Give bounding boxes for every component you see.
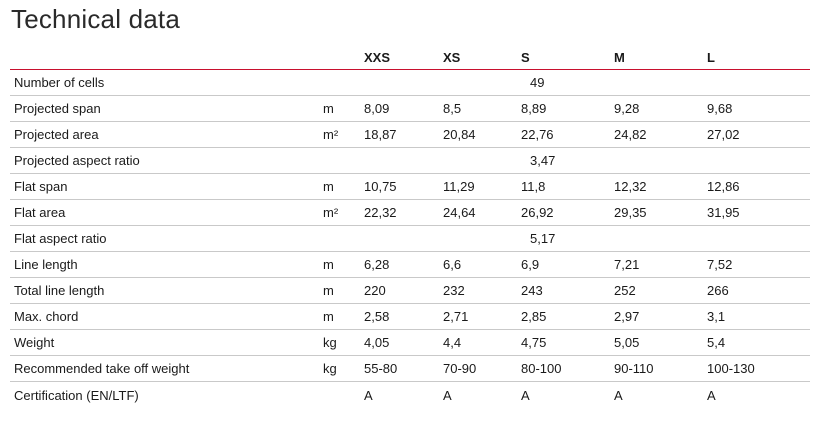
table-row: Number of cells 49 bbox=[10, 70, 810, 96]
table-row: Projected aspect ratio 3,47 bbox=[10, 148, 810, 174]
value-l: A bbox=[707, 387, 716, 403]
row-label: Projected area bbox=[14, 127, 99, 142]
value-xxs: A bbox=[364, 387, 373, 403]
technical-data-table: XXS XS S M L Number of cells 49 Projected … bbox=[10, 43, 810, 408]
value-xxs: 55-80 bbox=[364, 361, 398, 376]
value-xxs: 8,09 bbox=[364, 101, 390, 116]
value-m: A bbox=[614, 387, 623, 403]
table-row: Certification (EN/LTF) A A A A A bbox=[10, 382, 810, 408]
value-l: 31,95 bbox=[707, 205, 740, 220]
value-xs: 8,5 bbox=[443, 101, 462, 116]
value-xs: 232 bbox=[443, 283, 465, 298]
page-title: Technical data bbox=[11, 4, 181, 34]
table-row: Line length m 6,28 6,6 6,9 7,21 7,52 bbox=[10, 252, 810, 278]
row-label: Flat aspect ratio bbox=[14, 231, 107, 246]
value-m: 24,82 bbox=[614, 127, 647, 142]
value-xs: 6,6 bbox=[443, 257, 462, 272]
table-header-row: XXS XS S M L bbox=[10, 43, 810, 70]
value-xs: A bbox=[443, 387, 452, 403]
size-header-xxs: XXS bbox=[364, 50, 391, 65]
value-xs: 4,4 bbox=[443, 335, 462, 350]
value-xxs: 4,05 bbox=[364, 335, 390, 350]
value-l: 7,52 bbox=[707, 257, 733, 272]
row-unit: kg bbox=[323, 361, 337, 376]
value-xs: 24,64 bbox=[443, 205, 476, 220]
value-l: 100-130 bbox=[707, 361, 755, 376]
value-l: 266 bbox=[707, 283, 729, 298]
value-m: 2,97 bbox=[614, 309, 640, 324]
row-label: Recommended take off weight bbox=[14, 361, 190, 376]
value-s: 2,85 bbox=[521, 309, 547, 324]
row-label: Certification (EN/LTF) bbox=[14, 387, 139, 403]
row-unit: m bbox=[323, 309, 334, 324]
value-l: 5,4 bbox=[707, 335, 726, 350]
table-row: Flat span m 10,75 11,29 11,8 12,32 12,86 bbox=[10, 174, 810, 200]
row-label: Projected aspect ratio bbox=[14, 153, 140, 168]
size-header-l: L bbox=[707, 50, 715, 65]
value-xs: 70-90 bbox=[443, 361, 477, 376]
value-xs: 11,29 bbox=[443, 179, 475, 194]
value-m: 90-110 bbox=[614, 361, 654, 376]
value-s: 243 bbox=[521, 283, 543, 298]
table-row: Total line length m 220 232 243 252 266 bbox=[10, 278, 810, 304]
table-row: Projected span m 8,09 8,5 8,89 9,28 9,68 bbox=[10, 96, 810, 122]
value-s: 8,89 bbox=[521, 101, 547, 116]
row-shared-value: 49 bbox=[530, 75, 545, 90]
row-unit: m bbox=[323, 283, 334, 298]
value-s: A bbox=[521, 387, 530, 403]
value-xxs: 220 bbox=[364, 283, 386, 298]
row-shared-value: 5,17 bbox=[530, 231, 556, 246]
row-unit: m² bbox=[323, 127, 339, 142]
value-xxs: 2,58 bbox=[364, 309, 390, 324]
value-l: 3,1 bbox=[707, 309, 726, 324]
value-m: 7,21 bbox=[614, 257, 640, 272]
row-unit: m bbox=[323, 179, 334, 194]
value-m: 9,28 bbox=[614, 101, 640, 116]
value-xs: 2,71 bbox=[443, 309, 469, 324]
value-s: 6,9 bbox=[521, 257, 540, 272]
table-row: Flat area m² 22,32 24,64 26,92 29,35 31,95 bbox=[10, 200, 810, 226]
value-s: 80-100 bbox=[521, 361, 562, 376]
row-label: Flat area bbox=[14, 205, 66, 220]
value-m: 12,32 bbox=[614, 179, 647, 194]
value-xxs: 18,87 bbox=[364, 127, 397, 142]
value-xxs: 6,28 bbox=[364, 257, 390, 272]
row-unit: m² bbox=[323, 205, 339, 220]
value-xxs: 10,75 bbox=[364, 179, 397, 194]
value-m: 252 bbox=[614, 283, 636, 298]
table-row: Projected area m² 18,87 20,84 22,76 24,82 27,0… bbox=[10, 122, 810, 148]
row-label: Number of cells bbox=[14, 75, 105, 90]
table-row: Recommended take off weight kg 55-80 70-90 8… bbox=[10, 356, 810, 382]
value-xxs: 22,32 bbox=[364, 205, 397, 220]
value-s: 26,92 bbox=[521, 205, 554, 220]
table-row: Max. chord m 2,58 2,71 2,85 2,97 3,1 bbox=[10, 304, 810, 330]
row-label: Total line length bbox=[14, 283, 105, 298]
row-label: Flat span bbox=[14, 179, 68, 194]
table-row: Weight kg 4,05 4,4 4,75 5,05 5,4 bbox=[10, 330, 810, 356]
value-s: 22,76 bbox=[521, 127, 554, 142]
row-unit: m bbox=[323, 257, 334, 272]
value-m: 5,05 bbox=[614, 335, 640, 350]
size-header-xs: XS bbox=[443, 50, 461, 65]
value-m: 29,35 bbox=[614, 205, 647, 220]
row-label: Weight bbox=[14, 335, 55, 350]
value-xs: 20,84 bbox=[443, 127, 476, 142]
row-unit: m bbox=[323, 101, 334, 116]
value-l: 9,68 bbox=[707, 101, 733, 116]
table-row: Flat aspect ratio 5,17 bbox=[10, 226, 810, 252]
row-label: Max. chord bbox=[14, 309, 79, 324]
table-body: Number of cells 49 Projected span m 8,09 8,5 8… bbox=[10, 70, 810, 408]
row-shared-value: 3,47 bbox=[530, 153, 556, 168]
value-s: 11,8 bbox=[521, 179, 546, 194]
size-header-s: S bbox=[521, 50, 530, 65]
size-header-m: M bbox=[614, 50, 625, 65]
value-l: 12,86 bbox=[707, 179, 740, 194]
row-label: Projected span bbox=[14, 101, 101, 116]
value-l: 27,02 bbox=[707, 127, 740, 142]
row-unit: kg bbox=[323, 335, 337, 350]
row-label: Line length bbox=[14, 257, 78, 272]
value-s: 4,75 bbox=[521, 335, 547, 350]
